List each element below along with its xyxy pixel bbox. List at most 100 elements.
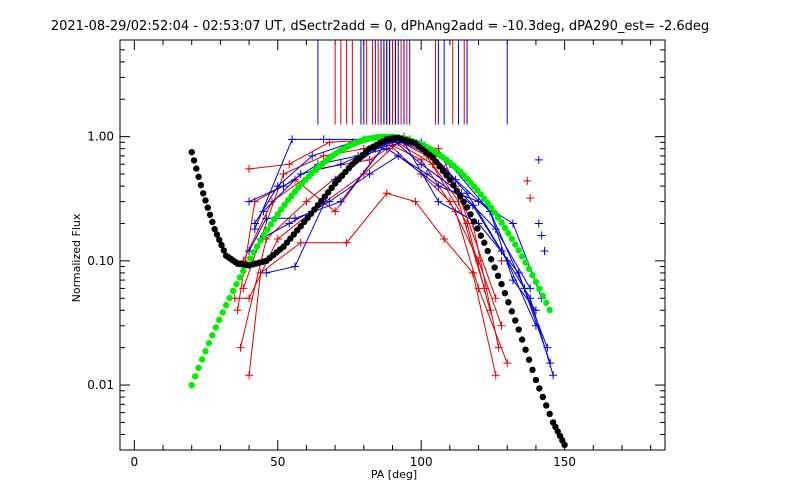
model-point-black (543, 402, 550, 409)
x-tick-label: 150 (553, 455, 576, 469)
data-point-plus (245, 294, 254, 303)
plot-layer: 0 50 100 150 0.01 0.10 1.00 (87, 39, 666, 469)
model-point-black (195, 173, 202, 181)
model-point-black (491, 264, 498, 271)
model-point-black (474, 225, 481, 232)
data-point-plus (523, 176, 532, 185)
model-point-black (508, 308, 516, 315)
fit-point-green (525, 265, 533, 273)
fit-point-green (501, 224, 509, 232)
fit-point-green (505, 230, 512, 237)
fit-point-green (191, 373, 199, 380)
model-point-black (436, 163, 443, 170)
data-point-plus (491, 225, 500, 234)
fit-point-green (498, 219, 505, 226)
model-point-black (193, 165, 200, 172)
y-axis-label: Normalized Flux (70, 213, 83, 302)
data-point-plus (262, 214, 271, 223)
fit-point-green (522, 259, 529, 266)
model-point-black (188, 148, 195, 156)
data-point-plus (474, 284, 483, 293)
data-point-plus (302, 197, 311, 206)
fit-point-green (264, 226, 271, 233)
fit-point-green (491, 209, 498, 216)
model-point-black (453, 187, 460, 194)
data-point-plus (365, 170, 374, 179)
model-point-black (206, 211, 214, 218)
x-tick-label: 0 (131, 455, 139, 469)
model-point-black (190, 157, 198, 164)
x-tick-label: 50 (270, 455, 285, 469)
fit-point-green (271, 215, 278, 223)
fit-point-green (515, 247, 522, 254)
model-point-black (202, 197, 209, 204)
model-point-black (536, 385, 543, 392)
fit-point-green (274, 211, 281, 218)
model-point-black (470, 218, 478, 225)
data-point-plus (526, 284, 535, 293)
model-point-black (501, 289, 509, 297)
fit-point-green (546, 306, 553, 314)
fit-point-green (240, 267, 247, 275)
data-point-plus (336, 160, 345, 169)
data-point-plus (279, 182, 288, 191)
model-point-black (432, 158, 440, 166)
fit-point-green (247, 255, 254, 262)
fit-point-green (226, 294, 233, 302)
model-point-black (199, 190, 207, 197)
data-point-plus (494, 343, 503, 352)
fit-point-green (205, 339, 213, 347)
model-point-black (443, 172, 450, 179)
model-point-black (328, 184, 335, 192)
data-point-plus (233, 306, 242, 315)
x-tick-label: 100 (410, 455, 433, 469)
data-point-plus (308, 151, 317, 160)
model-point-black (494, 272, 502, 280)
data-point-plus (236, 343, 245, 352)
model-point-black (318, 197, 325, 205)
data-point-plus (336, 197, 345, 206)
model-point-black (518, 336, 526, 343)
model-point-black (467, 211, 474, 218)
data-point-plus (534, 155, 543, 164)
fit-point-green (494, 214, 502, 221)
model-point-black (477, 232, 485, 239)
fit-point-green (236, 274, 244, 281)
data-point-plus (296, 238, 305, 247)
model-point-black (512, 317, 519, 324)
model-point-black (325, 188, 332, 196)
data-point-plus (434, 197, 443, 206)
fit-point-green (267, 221, 275, 228)
y-tick-label: 1.00 (87, 130, 114, 144)
data-point-plus (537, 231, 546, 240)
model-point-black (439, 167, 447, 175)
data-point-plus (285, 160, 294, 169)
fit-point-green (260, 231, 268, 239)
data-point-plus (288, 135, 297, 144)
data-point-plus (296, 170, 305, 179)
data-point-plus (365, 155, 374, 164)
data-point-plus (250, 225, 259, 234)
fit-point-green (487, 204, 495, 212)
model-point-black (216, 236, 223, 243)
fit-point-green (198, 356, 206, 363)
fit-point-green (508, 235, 516, 242)
y-tick-label: 0.01 (87, 378, 114, 392)
fit-point-green (229, 287, 237, 295)
data-point-plus (319, 151, 328, 160)
data-point-plus (497, 321, 506, 330)
model-point-black (529, 366, 536, 374)
model-point-black (211, 225, 218, 233)
model-point-black (460, 198, 467, 205)
model-point-black (314, 202, 322, 209)
fit-point-green (253, 243, 261, 250)
data-point-plus (491, 294, 500, 303)
series-line (254, 137, 554, 376)
data-point-plus (445, 197, 454, 206)
data-point-plus (331, 207, 340, 216)
model-point-black (209, 218, 216, 226)
data-point-plus (540, 247, 549, 256)
data-point-plus (342, 238, 351, 247)
model-point-black (522, 346, 529, 353)
